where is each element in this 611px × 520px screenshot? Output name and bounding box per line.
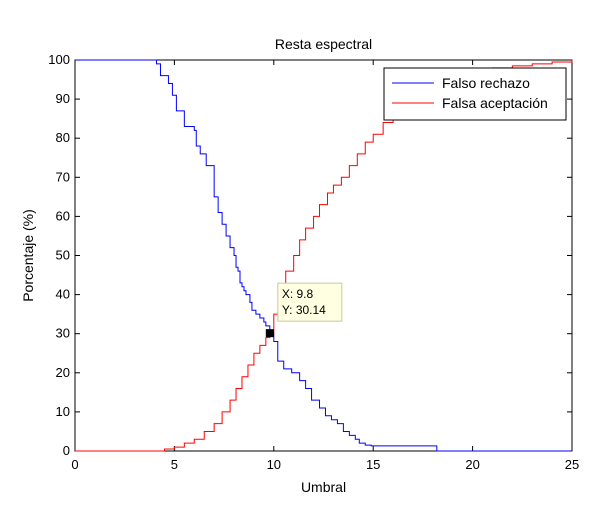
datatip-marker: [265, 329, 274, 338]
y-tick-label: 80: [56, 130, 70, 145]
x-tick-label: 5: [171, 457, 178, 472]
y-axis-ticks: 0 10 20 30 40 50 60 70 80 90 100: [48, 52, 572, 458]
y-tick-label: 100: [48, 52, 70, 67]
x-tick-label: 0: [71, 457, 78, 472]
chart-title: Resta espectral: [275, 36, 372, 52]
y-tick-label: 70: [56, 169, 70, 184]
legend-label-2: Falsa aceptación: [442, 95, 548, 111]
x-tick-label: 20: [465, 457, 479, 472]
y-tick-label: 30: [56, 326, 70, 341]
y-tick-label: 90: [56, 91, 70, 106]
datatip[interactable]: X: 9.8 Y: 30.14: [265, 282, 343, 338]
legend-box: [383, 67, 567, 121]
x-axis-label: Umbral: [301, 479, 346, 495]
y-axis-label: Porcentaje (%): [20, 209, 36, 302]
x-tick-label: 10: [267, 457, 281, 472]
x-tick-label: 25: [565, 457, 579, 472]
x-tick-label: 15: [366, 457, 380, 472]
y-tick-label: 20: [56, 365, 70, 380]
plot-frame: [74, 59, 573, 452]
datatip-y-text: Y: 30.14: [282, 303, 326, 317]
legend-label-1: Falso rechazo: [442, 75, 530, 91]
y-tick-label: 40: [56, 287, 70, 302]
datatip-x-text: X: 9.8: [282, 287, 314, 301]
y-tick-label: 50: [56, 248, 70, 263]
datatip-box: [277, 282, 343, 322]
y-tick-label: 60: [56, 208, 70, 223]
x-axis-ticks: 0 5 10 15 20 25: [71, 60, 579, 472]
y-tick-label: 10: [56, 404, 70, 419]
series-line-1: [75, 59, 572, 452]
legend[interactable]: Falso rechazo Falsa aceptación: [383, 67, 567, 121]
y-tick-label: 0: [63, 443, 70, 458]
